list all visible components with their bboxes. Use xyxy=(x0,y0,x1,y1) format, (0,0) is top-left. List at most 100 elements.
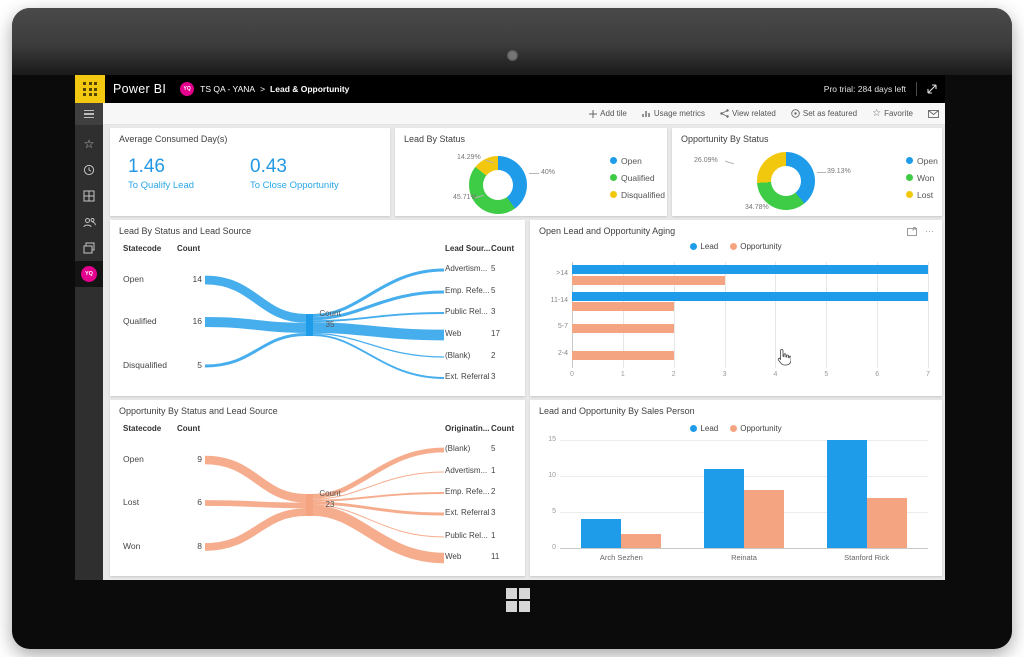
kpi-value: 0.43 xyxy=(250,156,287,177)
legend-item: Disqualified xyxy=(610,186,665,203)
screen: Power BI YQ TS QA - YANA > Lead & Opport… xyxy=(75,75,945,580)
kpi-value: 1.46 xyxy=(128,156,165,177)
focus-mode-icon[interactable] xyxy=(907,226,917,236)
legend: Lead Opportunity xyxy=(530,242,942,251)
lead-source-row: Public Rel... 1 xyxy=(445,531,496,540)
my-workspace-avatar[interactable]: YQ xyxy=(75,261,103,287)
tile-title: Open Lead and Opportunity Aging xyxy=(539,226,676,236)
legend-item: Lost xyxy=(906,186,938,203)
recent-clock-icon[interactable] xyxy=(75,157,103,183)
tile-title: Lead By Status and Lead Source xyxy=(119,226,252,236)
column-header: Lead Sour... xyxy=(445,244,491,253)
slice-label: 26.09% xyxy=(694,157,718,164)
legend-item: Lead xyxy=(690,242,718,251)
workspace-avatar[interactable]: YQ xyxy=(180,82,195,96)
center-node-label: Count 35 xyxy=(319,309,341,329)
column-header: Count xyxy=(177,244,201,253)
add-tile-button[interactable]: Add tile xyxy=(589,109,627,118)
statecode-label: Disqualified xyxy=(123,360,167,370)
tile-menu-icon[interactable]: ··· xyxy=(925,226,934,236)
lead-source-row: Advertism... 1 xyxy=(445,466,496,475)
tile-lead-by-status[interactable]: Lead By Status 14.29% 40% 45.71% Open Qu… xyxy=(395,128,667,216)
windows-logo[interactable] xyxy=(506,588,530,612)
envelope-icon[interactable] xyxy=(928,109,939,118)
statecode-label: Won xyxy=(123,541,141,551)
workspaces-icon[interactable] xyxy=(75,235,103,261)
bar-chart-plot[interactable]: 0 1 2 3 4 5 6 7 >14 11-14 5-7 2-4 xyxy=(551,262,930,378)
kpi-to-qualify-lead: 1.46 To Qualify Lead xyxy=(128,156,194,191)
menu-icon[interactable] xyxy=(75,103,103,125)
statecode-count: 14 xyxy=(192,274,202,284)
legend-dot xyxy=(610,174,617,181)
breadcrumb-workspace[interactable]: TS QA - YANA xyxy=(200,84,256,94)
slice-label: 45.71% xyxy=(453,194,477,201)
tile-lead-opportunity-by-salesperson[interactable]: Lead and Opportunity By Sales Person Lea… xyxy=(530,400,942,576)
dashboard-content: Add tile Usage metrics View related Set … xyxy=(103,103,945,580)
callout-line xyxy=(817,172,826,173)
statecode-label: Qualified xyxy=(123,316,157,326)
tile-title: Opportunity By Status and Lead Source xyxy=(119,406,278,416)
legend-item: Open xyxy=(610,152,665,169)
app-launcher-waffle-icon[interactable] xyxy=(75,75,105,103)
plus-icon xyxy=(589,109,598,118)
legend-dot xyxy=(906,191,913,198)
set-as-featured-button[interactable]: Set as featured xyxy=(791,109,857,118)
top-bar: Power BI YQ TS QA - YANA > Lead & Opport… xyxy=(75,75,945,103)
tile-opportunity-by-status[interactable]: Opportunity By Status 26.09% 39.13% 34.7… xyxy=(672,128,942,216)
slice-label: 14.29% xyxy=(457,154,481,161)
donut-chart[interactable] xyxy=(757,152,815,210)
statecode-count: 9 xyxy=(197,454,202,464)
lead-source-row: Ext. Referral 3 xyxy=(445,508,496,517)
legend: Lead Opportunity xyxy=(530,424,942,433)
favorites-star-icon[interactable]: ☆ xyxy=(83,137,95,151)
shared-with-me-icon[interactable] xyxy=(75,209,103,235)
legend-dot xyxy=(610,157,617,164)
legend-item: Lead xyxy=(690,424,718,433)
tile-average-consumed-days[interactable]: Average Consumed Day(s) 1.46 To Qualify … xyxy=(110,128,390,216)
slice-label: 39.13% xyxy=(827,168,851,175)
legend-dot xyxy=(690,425,698,432)
left-sidebar: ☆ YQ xyxy=(75,103,103,580)
statecode-count: 5 xyxy=(197,360,202,370)
usage-metrics-button[interactable]: Usage metrics xyxy=(642,109,705,118)
donut-chart[interactable] xyxy=(469,156,527,214)
featured-icon xyxy=(791,109,800,118)
lead-source-row: Public Rel... 3 xyxy=(445,307,496,316)
tile-opportunity-by-status-and-lead-source[interactable]: Opportunity By Status and Lead Source xyxy=(110,400,525,576)
legend: Open Won Lost xyxy=(906,152,938,203)
top-bar-right: Pro trial: 284 days left xyxy=(824,82,945,96)
kpi-label: To Close Opportunity xyxy=(250,180,339,191)
center-node-label: Count 23 xyxy=(319,489,341,509)
star-icon: ☆ xyxy=(872,108,882,119)
view-related-button[interactable]: View related xyxy=(720,109,776,118)
callout-line xyxy=(725,160,734,165)
lead-source-row: Ext. Referral 3 xyxy=(445,372,496,381)
apps-icon[interactable] xyxy=(75,183,103,209)
legend-dot xyxy=(906,157,913,164)
fullscreen-icon[interactable] xyxy=(927,84,937,94)
statecode-count: 16 xyxy=(192,316,202,326)
sankey-flows[interactable] xyxy=(110,400,525,576)
legend-dot xyxy=(730,425,738,432)
kpi-label: To Qualify Lead xyxy=(128,180,195,191)
breadcrumb-page: Lead & Opportunity xyxy=(270,84,350,94)
statecode-count: 6 xyxy=(197,497,202,507)
legend-item: Won xyxy=(906,169,938,186)
column-chart-plot[interactable]: 0 5 10 15 Arch Sezhen Reinata Stanford Rick xyxy=(548,436,928,562)
column-header: Count xyxy=(177,424,201,433)
kpi-to-close-opportunity: 0.43 To Close Opportunity xyxy=(250,156,339,191)
favorite-button[interactable]: ☆ Favorite xyxy=(872,108,913,119)
action-bar: Add tile Usage metrics View related Set … xyxy=(103,103,945,125)
legend-dot xyxy=(730,243,738,250)
legend-dot xyxy=(906,174,913,181)
breadcrumb-separator: > xyxy=(260,84,266,94)
lead-source-row: (Blank) 5 xyxy=(445,444,496,453)
sankey-flows[interactable] xyxy=(110,220,525,396)
tile-lead-by-status-and-lead-source[interactable]: Lead By Status and Lead Source xyxy=(110,220,525,396)
tile-open-lead-opportunity-aging[interactable]: Open Lead and Opportunity Aging ··· Lead… xyxy=(530,220,942,396)
avatar: YQ xyxy=(81,266,97,282)
share-icon xyxy=(720,109,729,118)
app-title[interactable]: Power BI xyxy=(113,82,167,96)
legend-dot xyxy=(610,191,617,198)
